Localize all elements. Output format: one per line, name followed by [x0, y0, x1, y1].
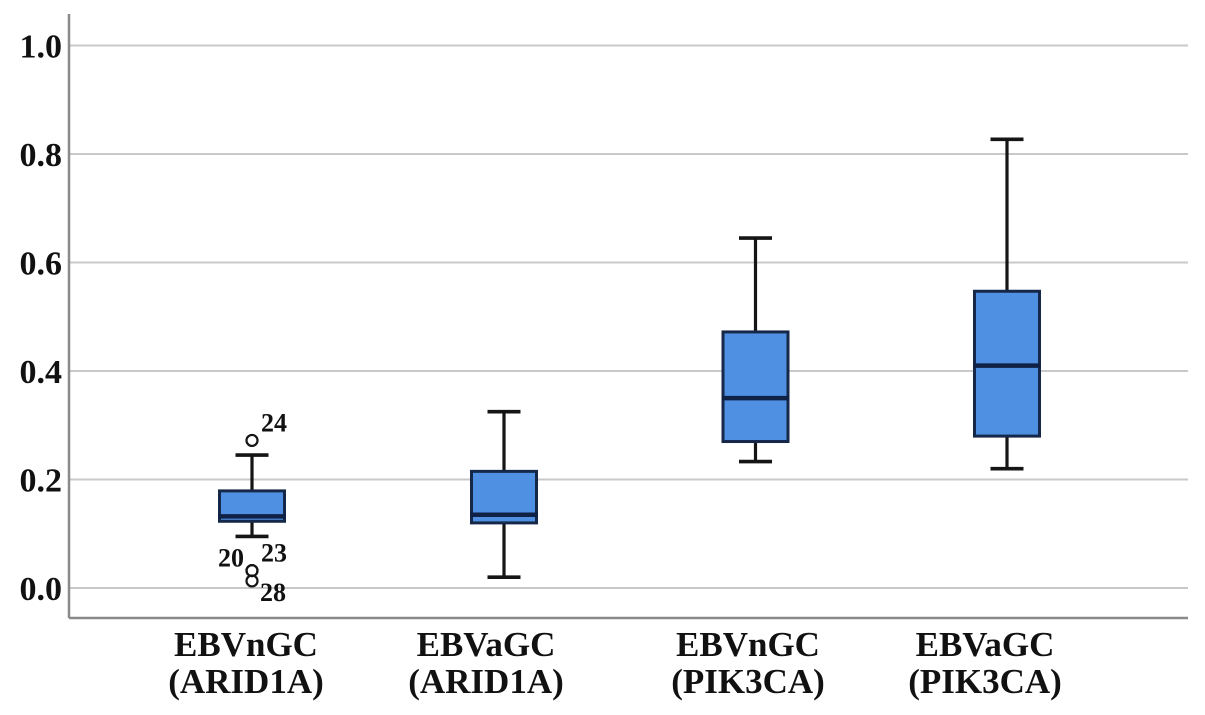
y-tick-label-0.8: 0.8	[20, 137, 63, 174]
category-label-4-line2: (PIK3CA)	[908, 662, 1062, 701]
box-1-outlier-circle-28	[245, 574, 259, 588]
category-label-3-line2: (PIK3CA)	[671, 662, 825, 701]
category-label-2-line1: EBVaGC	[417, 625, 556, 664]
category-label-1-line2: (ARID1A)	[168, 662, 324, 701]
box-1-outlier-label-28: 28	[260, 578, 286, 607]
y-tick-label-0.2: 0.2	[20, 463, 63, 500]
box-1-outlier-label-24: 24	[261, 408, 287, 437]
box-3-rect	[721, 330, 790, 444]
y-tick-label-0.4: 0.4	[20, 354, 63, 391]
box-1-outlier-label-20: 20	[218, 544, 244, 573]
y-tick-label-0.0: 0.0	[20, 571, 63, 608]
category-label-3-line1: EBVnGC	[676, 625, 820, 664]
y-tick-label-0.6: 0.6	[20, 246, 63, 283]
category-label-1-line1: EBVnGC	[174, 625, 318, 664]
category-label-2-line2: (ARID1A)	[408, 662, 564, 701]
y-tick-label-1.0: 1.0	[20, 29, 63, 66]
category-label-4-line1: EBVaGC	[916, 625, 1055, 664]
box-1-outlier-circle-24	[245, 433, 259, 448]
box-1-outlier-label-23: 23	[261, 539, 287, 568]
